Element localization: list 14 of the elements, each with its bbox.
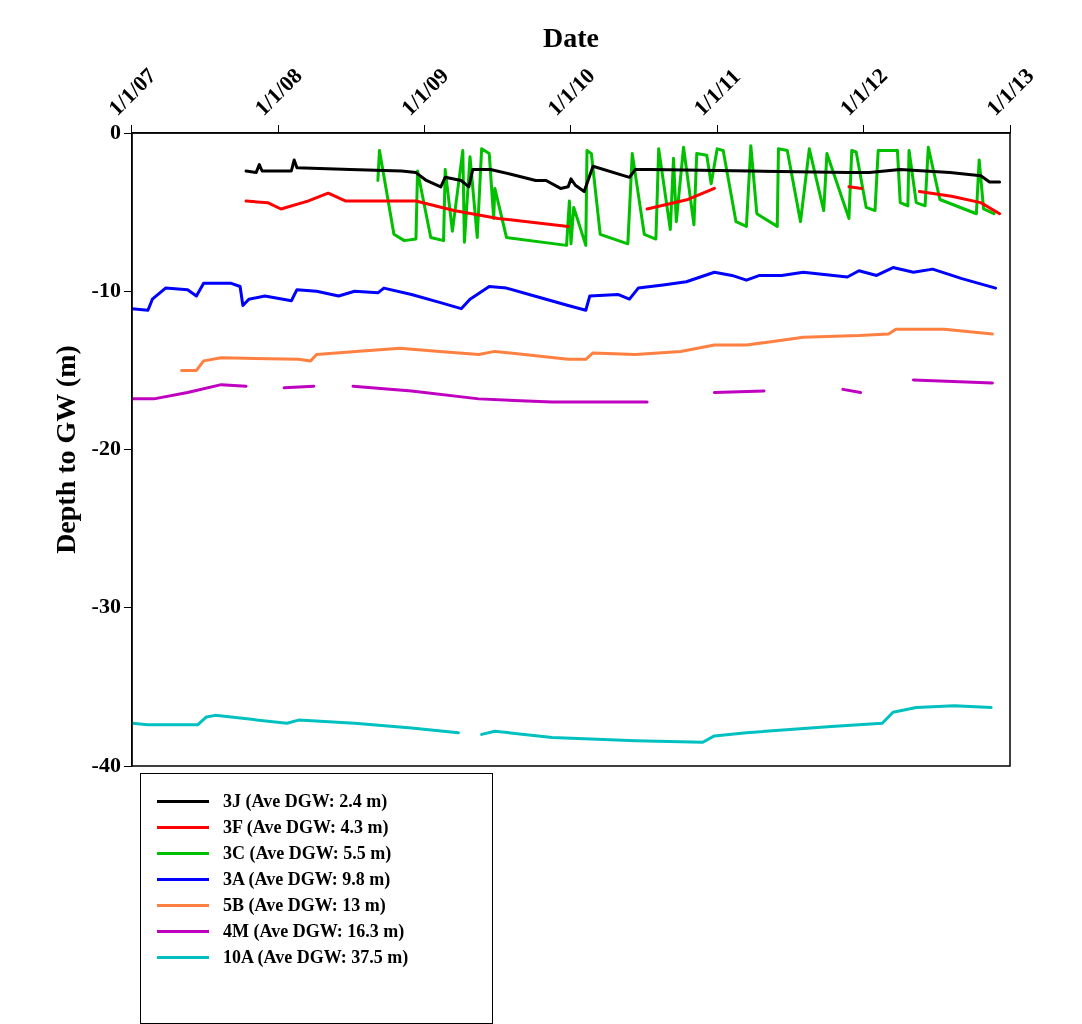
- legend-label: 3J (Ave DGW: 2.4 m): [223, 790, 388, 812]
- y-tick-label: -30: [91, 593, 121, 619]
- legend-label: 3F (Ave DGW: 4.3 m): [223, 816, 389, 838]
- legend-label: 3C (Ave DGW: 5.5 m): [223, 842, 392, 864]
- y-tick-label: 0: [109, 118, 121, 144]
- x-axis-title: Date: [542, 22, 599, 54]
- legend-label: 5B (Ave DGW: 13 m): [223, 894, 386, 916]
- legend-label: 4M (Ave DGW: 16.3 m): [223, 920, 405, 942]
- y-axis-title: Depth to GW (m): [50, 345, 82, 554]
- legend-label: 3A (Ave DGW: 9.8 m): [223, 868, 391, 890]
- y-tick-label: -40: [91, 751, 121, 777]
- y-tick-label: -10: [91, 276, 121, 302]
- legend-label: 10A (Ave DGW: 37.5 m): [223, 946, 409, 968]
- y-tick-label: -20: [91, 435, 121, 461]
